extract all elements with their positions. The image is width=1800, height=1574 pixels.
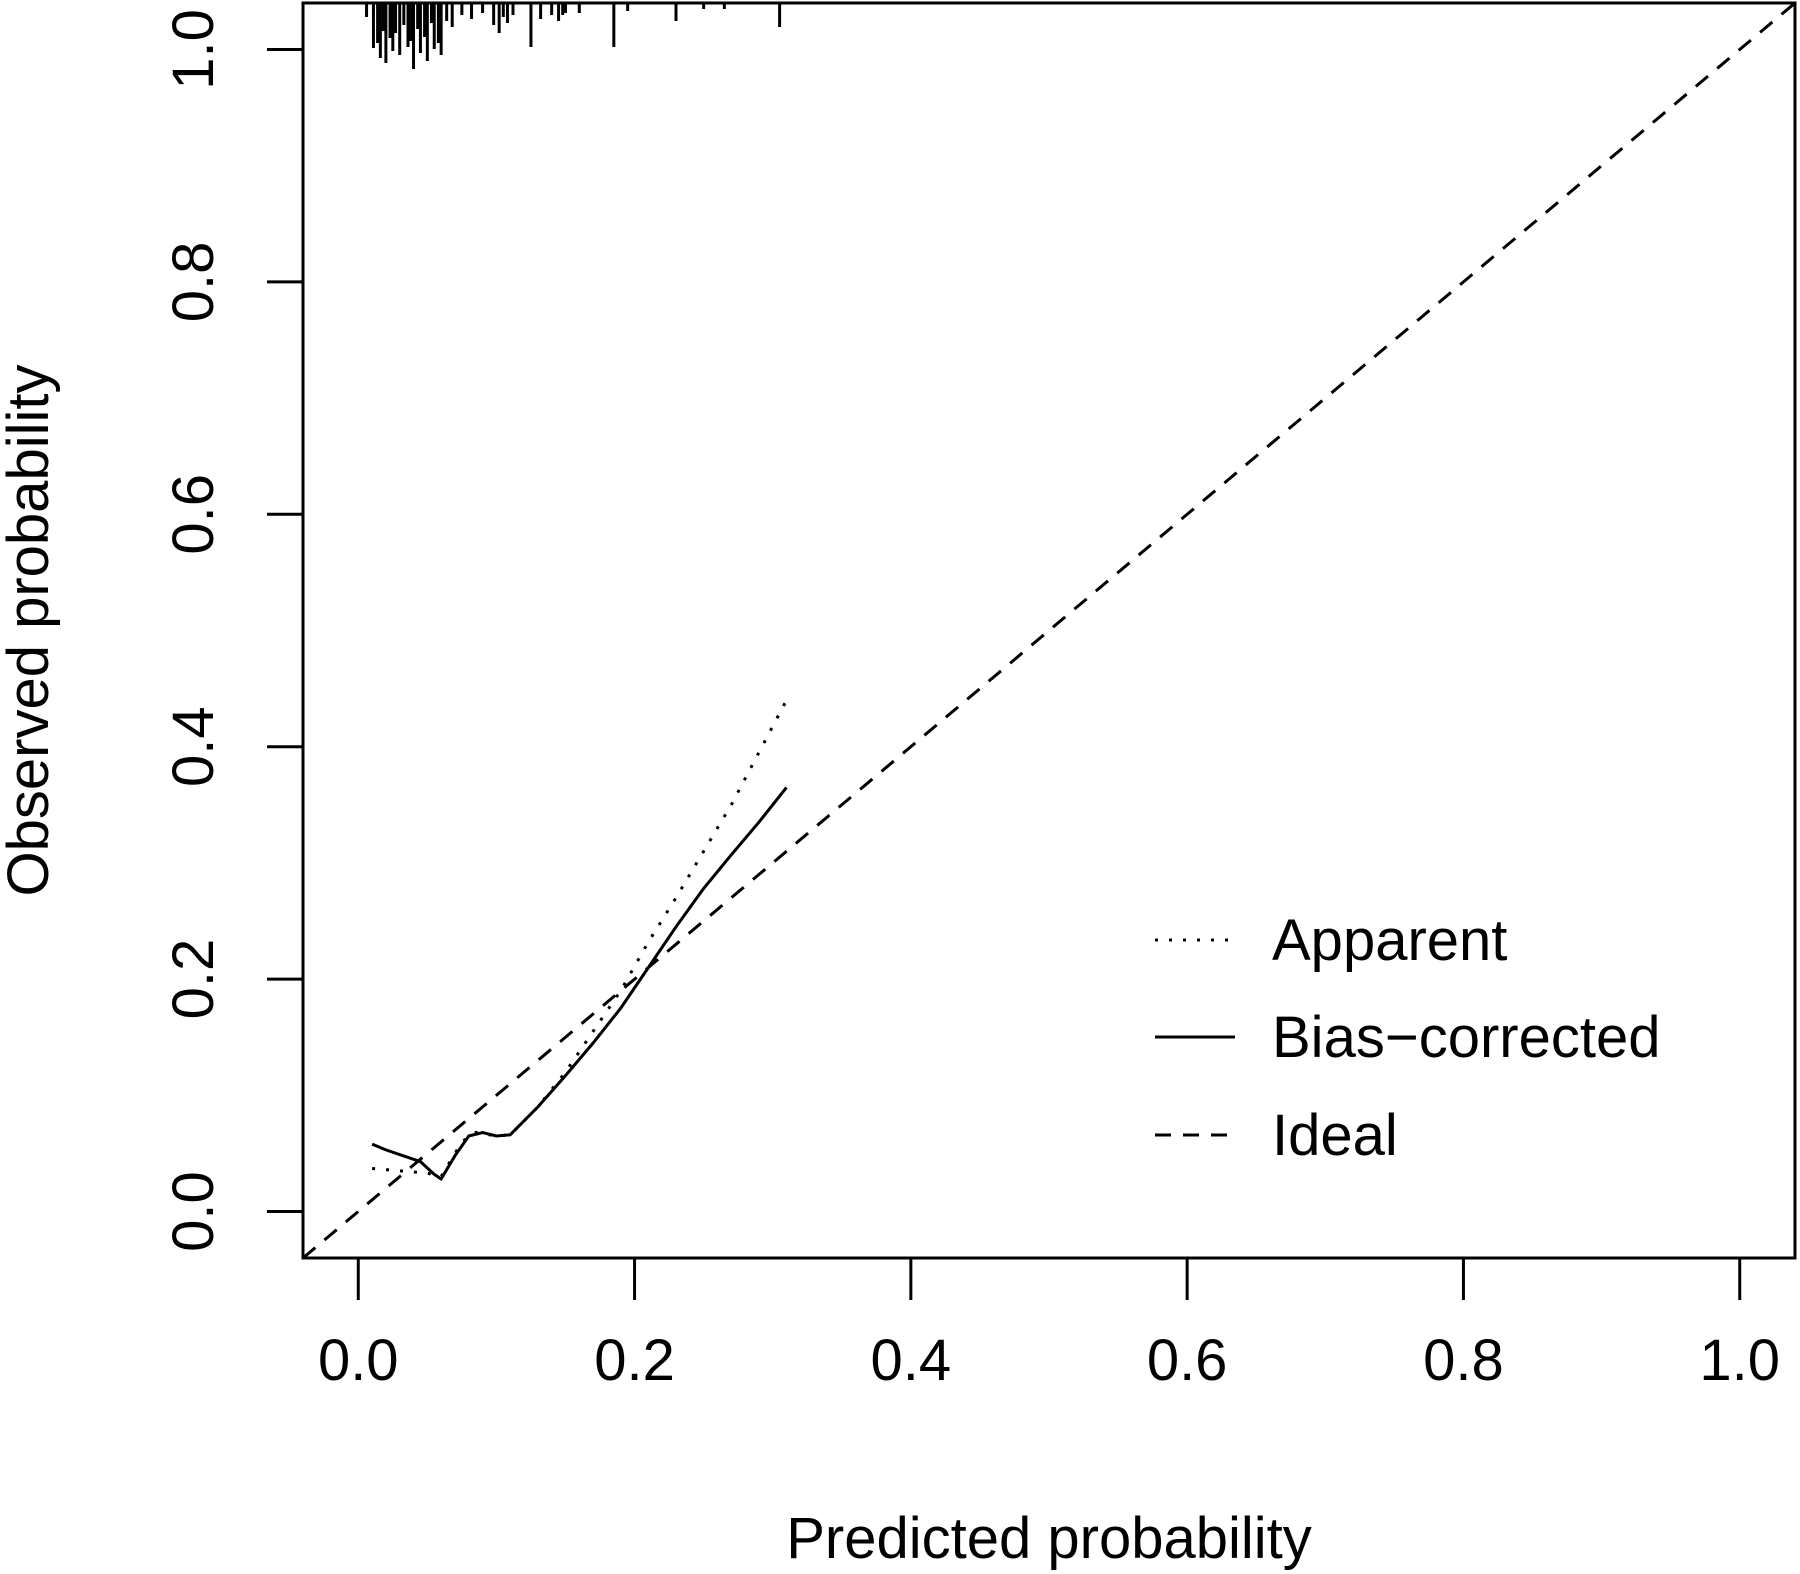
y-tick-label-4: 0.8 <box>161 242 226 323</box>
plot-frame <box>301 1 1797 1260</box>
series-line-dotted <box>371 699 788 1179</box>
rug-marks <box>365 3 782 69</box>
x-tick-label-3: 0.6 <box>1147 1328 1228 1393</box>
legend-label-solid: Bias−corrected <box>1272 1005 1660 1070</box>
y-tick-label-0: 0.0 <box>161 1171 226 1252</box>
x-axis-label: Predicted probability <box>786 1506 1312 1571</box>
x-tick-label-0: 0.0 <box>318 1328 399 1393</box>
legend-label-dotted: Apparent <box>1272 908 1507 973</box>
series-line-solid <box>371 786 788 1182</box>
series-lines <box>302 1 1796 1260</box>
y-axis-label: Observed probability <box>0 365 61 897</box>
series-line-dashed <box>302 1 1796 1260</box>
y-tick-label-1: 0.2 <box>161 939 226 1020</box>
legend: Apparent Bias−corrected Ideal <box>1155 908 1660 1168</box>
x-tick-label-4: 0.8 <box>1423 1328 1504 1393</box>
legend-label-dashed: Ideal <box>1272 1103 1398 1168</box>
y-tick-label-3: 0.6 <box>161 474 226 555</box>
y-tick-label-5: 1.0 <box>161 9 226 90</box>
x-tick-label-2: 0.4 <box>871 1328 952 1393</box>
x-axis: 0.0 0.2 0.4 0.6 0.8 1.0 <box>318 1258 1780 1393</box>
y-tick-label-2: 0.4 <box>161 706 226 787</box>
x-tick-label-5: 1.0 <box>1699 1328 1780 1393</box>
x-tick-label-1: 0.2 <box>594 1328 675 1393</box>
y-axis: 0.0 0.2 0.4 0.6 0.8 1.0 <box>161 9 303 1252</box>
